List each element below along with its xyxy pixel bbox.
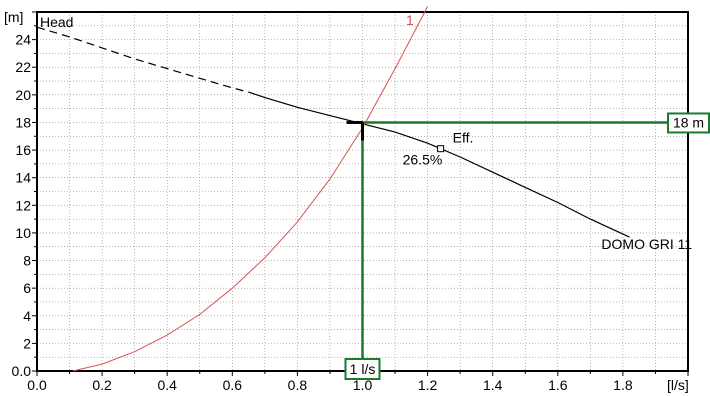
x-tick-label: 0.2 — [92, 377, 112, 393]
operating-flow-label: 1 l/s — [350, 361, 376, 377]
y-tick-label: 20 — [15, 87, 31, 103]
y-tick-label: 4 — [23, 308, 31, 324]
operating-point: 1 l/s 18 m — [344, 112, 710, 380]
operating-flow-box — [344, 358, 381, 380]
pump-model-label: DOMO GRI 11 — [601, 236, 692, 252]
x-axis-unit: [l/s] — [667, 377, 689, 393]
y-tick-label: 22 — [15, 59, 31, 75]
head-curve-dashed — [36, 26, 249, 93]
x-tick-label: 0.4 — [157, 377, 177, 393]
head-curve — [248, 91, 630, 238]
y-tick-label: 6 — [23, 280, 31, 296]
y-axis-unit: [m] — [4, 9, 23, 25]
head-series-label: Head — [40, 14, 73, 30]
x-tick-label: 0.0 — [27, 377, 47, 393]
operating-head-box — [667, 112, 710, 134]
y-tick-label: 10 — [15, 225, 31, 241]
x-tick-label: 1.0 — [353, 377, 373, 393]
efficiency-label: Eff. — [453, 130, 474, 146]
y-tick-label: 8 — [23, 253, 31, 269]
x-tick-label: 1.2 — [418, 377, 438, 393]
y-tick-label: 14 — [15, 170, 31, 186]
system-curve — [72, 6, 429, 372]
axis-ticks — [32, 11, 689, 376]
efficiency-value: 26.5% — [403, 152, 443, 168]
efficiency-marker — [437, 145, 445, 153]
x-tick-label: 0.8 — [288, 377, 308, 393]
operating-head-label: 18 m — [673, 114, 704, 130]
system-series-label: 1 — [406, 12, 414, 28]
x-tick-label: 1.6 — [548, 377, 568, 393]
y-tick-label: 16 — [15, 142, 31, 158]
x-tick-label: 1.4 — [483, 377, 503, 393]
tick-labels: 0.0 0.2 0.4 0.6 0.8 1.0 1.2 1.4 1.6 1.80.02468101… — [12, 32, 633, 393]
y-tick-label: 24 — [15, 32, 31, 48]
x-tick-label: 1.8 — [613, 377, 633, 393]
y-tick-label: 0.0 — [12, 363, 32, 379]
x-tick-label: 0.6 — [223, 377, 243, 393]
y-tick-label: 2 — [23, 335, 31, 351]
y-tick-label: 18 — [15, 114, 31, 130]
grid-lines — [37, 12, 688, 371]
y-tick-label: 12 — [15, 197, 31, 213]
